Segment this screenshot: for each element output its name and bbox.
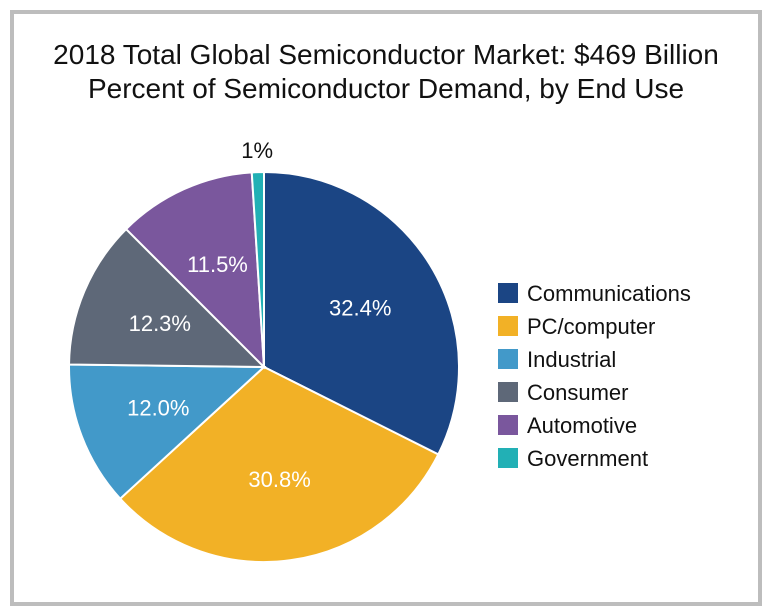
chart-subtitle: Percent of Semiconductor Demand, by End … <box>87 73 685 104</box>
slice-label-communications: 32.4% <box>329 296 391 321</box>
slice-label-automotive: 11.5% <box>187 252 248 277</box>
pie-slice-government <box>250 170 265 368</box>
legend-swatch-consumer <box>498 382 518 402</box>
slice-label-government: 1% <box>241 138 273 163</box>
chart-title-block: 2018 Total Global Semiconductor Market: … <box>14 38 758 106</box>
slice-label-consumer: 12.3% <box>129 311 191 336</box>
legend-label-government: Government <box>527 446 648 471</box>
legend-swatch-automotive <box>498 415 518 435</box>
legend-swatch-pc-computer <box>498 316 518 336</box>
pie-slice-communications <box>263 170 460 456</box>
legend-label-industrial: Industrial <box>527 347 616 372</box>
legend-label-pc-computer: PC/computer <box>527 314 655 339</box>
pie-slices <box>68 170 460 563</box>
pie-slice-consumer <box>68 227 267 369</box>
pie-labels: 32.4% 30.8% 12.0% 12.3% 11.5% 1% <box>127 138 391 492</box>
legend-swatch-industrial <box>498 349 518 369</box>
slice-label-pc-computer: 30.8% <box>248 467 310 492</box>
pie-slice-industrial <box>68 363 267 501</box>
legend-label-consumer: Consumer <box>527 380 628 405</box>
legend-swatch-government <box>498 448 518 468</box>
legend-swatch-communications <box>498 283 518 303</box>
pie-slice-automotive <box>124 171 266 370</box>
legend-label-automotive: Automotive <box>527 413 637 438</box>
slice-label-industrial: 12.0% <box>127 395 189 420</box>
legend: Communications PC/computer Industrial Consu… <box>498 281 691 471</box>
legend-label-communications: Communications <box>527 281 691 306</box>
pie-slice-pc-computer <box>118 365 440 563</box>
chart-title: 2018 Total Global Semiconductor Market: … <box>53 39 719 70</box>
